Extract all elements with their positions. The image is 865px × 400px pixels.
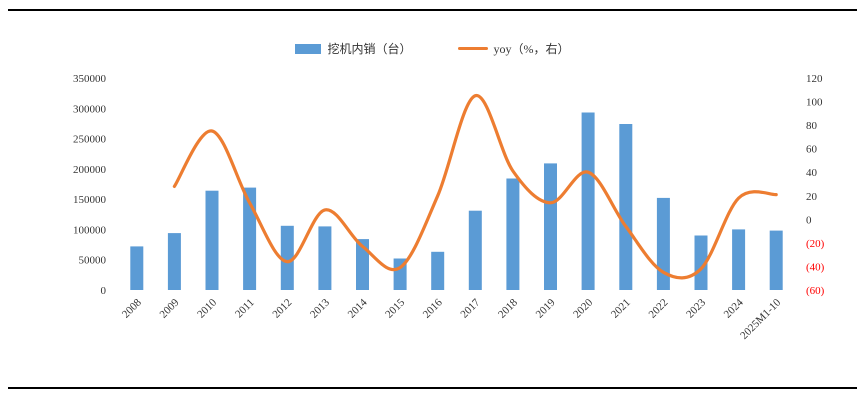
bar-series-swatch [295, 43, 322, 54]
x-axis-label: 2016 [421, 296, 445, 320]
x-axis-label: 2008 [120, 296, 144, 320]
legend: 挖机内销（台） yoy（%，右） [0, 40, 865, 57]
x-axis-label: 2018 [496, 296, 520, 320]
left-axis-tick: 50000 [79, 255, 107, 267]
right-axis-tick: 100 [806, 97, 823, 109]
legend-label-bars: 挖机内销（台） [327, 42, 412, 56]
bar-2018 [506, 178, 520, 290]
bar-2012 [280, 225, 294, 290]
bar-2023 [694, 235, 708, 290]
left-axis-tick: 250000 [73, 134, 107, 146]
bar-2017 [468, 210, 482, 290]
bar-2022 [656, 197, 670, 290]
left-axis-tick: 350000 [73, 73, 107, 85]
legend-item-line: yoy（%，右） [457, 40, 570, 57]
right-axis-tick: 60 [806, 144, 818, 156]
bar-2013 [318, 226, 332, 290]
line-series-swatch [457, 47, 488, 50]
x-axis-label: 2009 [157, 296, 181, 320]
right-axis-tick: (60) [806, 285, 825, 297]
right-axis-tick: (20) [806, 238, 825, 250]
x-axis-label: 2023 [684, 296, 708, 320]
bar-2014 [356, 239, 369, 290]
right-axis-tick: 20 [806, 191, 818, 203]
left-axis-tick: 300000 [73, 103, 107, 115]
legend-item-bars: 挖机内销（台） [295, 40, 412, 57]
x-axis-label: 2011 [233, 297, 257, 321]
bar-2009 [167, 233, 181, 290]
bar-2008 [130, 246, 144, 290]
x-axis-label: 2020 [571, 296, 595, 320]
bar-2010 [205, 190, 219, 290]
x-axis-label: 2019 [534, 296, 558, 320]
right-axis-tick: 80 [806, 120, 818, 132]
bar-2016 [431, 251, 445, 290]
x-axis-label: 2025M1-10 [738, 296, 784, 342]
legend-label-line: yoy（%，右） [493, 42, 570, 56]
bar-2019 [544, 163, 557, 290]
x-axis-label: 2012 [270, 297, 294, 321]
x-axis-label: 2024 [722, 296, 746, 320]
bar-2024 [732, 229, 746, 290]
bottom-border-rule [8, 387, 857, 389]
yoy-line [172, 94, 778, 280]
x-axis-label: 2022 [646, 297, 670, 321]
bar-2021 [619, 124, 633, 290]
x-axis-label: 2013 [308, 296, 332, 320]
x-axis-label: 2015 [383, 296, 407, 320]
top-border-rule [8, 9, 857, 11]
left-axis-tick: 200000 [73, 164, 107, 176]
x-axis-label: 2021 [609, 297, 633, 321]
right-axis-tick: 40 [806, 167, 818, 179]
bar-2025M1-10 [769, 230, 783, 290]
left-axis-tick: 0 [101, 285, 107, 297]
right-axis-tick: 0 [806, 214, 812, 226]
left-axis-tick: 150000 [73, 194, 107, 206]
x-axis-label: 2014 [346, 296, 370, 320]
right-axis-tick: 120 [806, 73, 823, 85]
x-axis-label: 2017 [458, 296, 482, 320]
x-axis-label: 2010 [195, 296, 219, 320]
left-axis-tick: 100000 [73, 224, 107, 236]
right-axis-tick: (40) [806, 261, 825, 273]
bar-2011 [243, 187, 257, 290]
bar-2020 [581, 112, 595, 290]
